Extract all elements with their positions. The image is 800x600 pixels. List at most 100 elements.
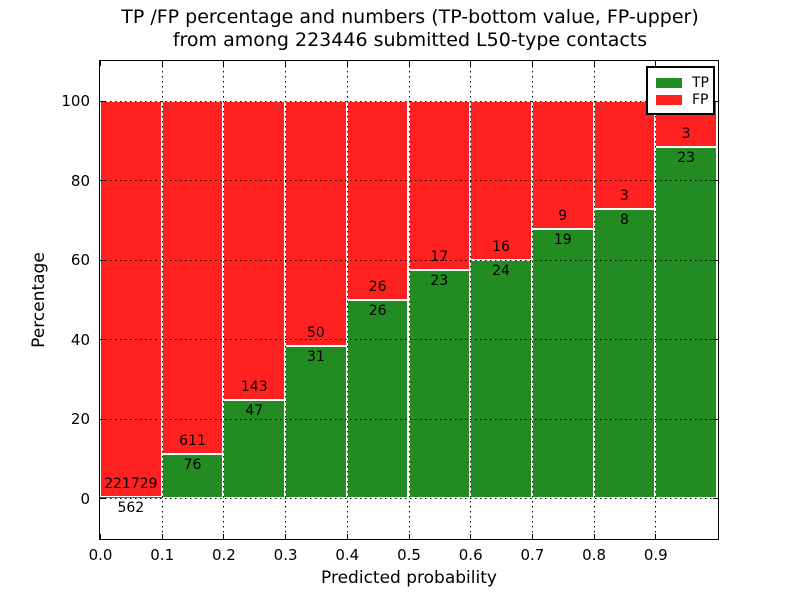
y-tick-mark: [713, 498, 718, 500]
y-tick-mark: [100, 339, 105, 341]
x-tick-label: 0.3: [273, 546, 298, 564]
fp-count-label: 3: [681, 125, 691, 142]
legend-label-fp: FP: [692, 91, 709, 108]
bar-tp-segment: [100, 497, 162, 499]
y-tick-label: 100: [61, 92, 90, 111]
fp-count-label: 16: [492, 238, 510, 255]
x-gridline: [408, 61, 410, 539]
x-gridline: [593, 61, 595, 539]
y-tick-mark: [100, 498, 105, 500]
x-tick-label: 0.6: [458, 546, 483, 564]
tp-count-label: 47: [245, 402, 264, 419]
tp-count-label: 562: [117, 500, 145, 517]
tp-count-label: 31: [307, 349, 325, 366]
tp-count-label: 23: [677, 149, 696, 166]
tp-color-swatch: [656, 77, 682, 88]
y-tick-mark: [100, 100, 105, 102]
x-gridline: [285, 61, 287, 539]
bar-fp-segment: [100, 100, 162, 498]
tp-count-label: 26: [368, 302, 387, 319]
bar-tp-segment: [285, 346, 347, 499]
bar-fp-segment: [346, 100, 409, 300]
bar-tp-segment: [531, 228, 594, 499]
x-tick-mark: [531, 61, 533, 66]
y-tick-mark: [713, 259, 718, 261]
y-tick-mark: [713, 100, 718, 102]
x-tick-mark: [100, 61, 101, 66]
y-tick-mark: [713, 339, 718, 341]
x-gridline: [346, 61, 348, 539]
x-tick-mark: [593, 61, 595, 66]
y-gridline: [100, 100, 718, 102]
bar-fp-segment: [408, 100, 471, 270]
y-tick-mark: [713, 180, 718, 182]
x-tick-mark: [223, 534, 225, 539]
x-tick-mark: [470, 61, 472, 66]
x-tick-mark: [408, 534, 410, 539]
bar-tp-segment: [593, 209, 656, 499]
legend: TP FP: [646, 66, 715, 115]
x-tick-label: 0.1: [150, 546, 175, 564]
y-tick-mark: [100, 418, 105, 420]
y-gridline: [100, 498, 718, 500]
y-tick-mark: [100, 259, 105, 261]
x-tick-mark: [161, 61, 163, 66]
tp-count-label: 23: [430, 272, 449, 289]
x-tick-label: 0.5: [397, 546, 421, 564]
x-tick-mark: [223, 61, 225, 66]
x-tick-label: 0.2: [211, 546, 236, 564]
x-tick-mark: [346, 61, 348, 66]
plot-area: 221729 562 611 76 143 47 50 31 26 26 17 23 16 24 9 19 3 8…: [99, 60, 719, 540]
legend-item-fp: FP: [648, 91, 713, 108]
y-gridline: [100, 180, 718, 182]
fp-count-label: 26: [368, 278, 387, 295]
x-tick-label: 0.7: [520, 546, 545, 564]
y-tick-mark: [713, 418, 718, 420]
bar-fp-segment: [285, 100, 347, 347]
x-tick-label: 0.0: [88, 546, 113, 564]
x-tick-label: 0.9: [643, 546, 668, 564]
x-tick-mark: [408, 61, 410, 66]
fp-color-swatch: [656, 94, 682, 105]
y-gridline: [100, 418, 718, 420]
fp-count-label: 143: [240, 378, 268, 395]
bar-tp-segment: [470, 259, 532, 499]
fp-count-label: 17: [430, 248, 449, 265]
chart-title-line2: from among 223446 submitted L50-type con…: [172, 29, 648, 51]
bar-tp-segment: [408, 269, 471, 499]
y-tick-label: 0: [80, 489, 90, 508]
legend-item-tp: TP: [648, 74, 713, 91]
chart-title: TP /FP percentage and numbers (TP-bottom…: [90, 6, 730, 52]
tp-count-label: 8: [619, 212, 629, 229]
fp-count-label: 221729: [104, 476, 158, 493]
bar-fp-segment: [223, 100, 286, 400]
y-axis-title: Percentage: [29, 252, 49, 348]
x-tick-mark: [470, 534, 472, 539]
x-tick-mark: [285, 61, 287, 66]
y-tick-mark: [100, 180, 105, 182]
x-tick-mark: [593, 534, 595, 539]
x-tick-mark: [655, 534, 657, 539]
bar-tp-segment: [223, 399, 286, 499]
x-tick-label: 0.4: [335, 546, 360, 564]
bar-fp-segment: [161, 100, 224, 455]
x-gridline: [161, 61, 163, 539]
y-tick-label: 60: [70, 251, 90, 270]
tp-count-label: 76: [183, 457, 202, 474]
fp-count-label: 9: [558, 207, 568, 224]
y-gridline: [100, 259, 718, 261]
tp-count-label: 24: [492, 262, 510, 279]
x-tick-mark: [285, 534, 287, 539]
x-tick-mark: [161, 534, 163, 539]
x-tick-mark: [655, 61, 657, 66]
legend-label-tp: TP: [692, 74, 709, 91]
y-tick-label: 80: [70, 171, 90, 190]
fp-count-label: 611: [179, 433, 206, 450]
fp-count-label: 50: [307, 325, 325, 342]
tp-count-label: 19: [553, 231, 572, 248]
x-tick-label: 0.8: [582, 546, 607, 564]
x-axis-title: Predicted probability: [321, 568, 497, 588]
y-tick-label: 40: [70, 330, 90, 349]
x-gridline: [470, 61, 472, 539]
